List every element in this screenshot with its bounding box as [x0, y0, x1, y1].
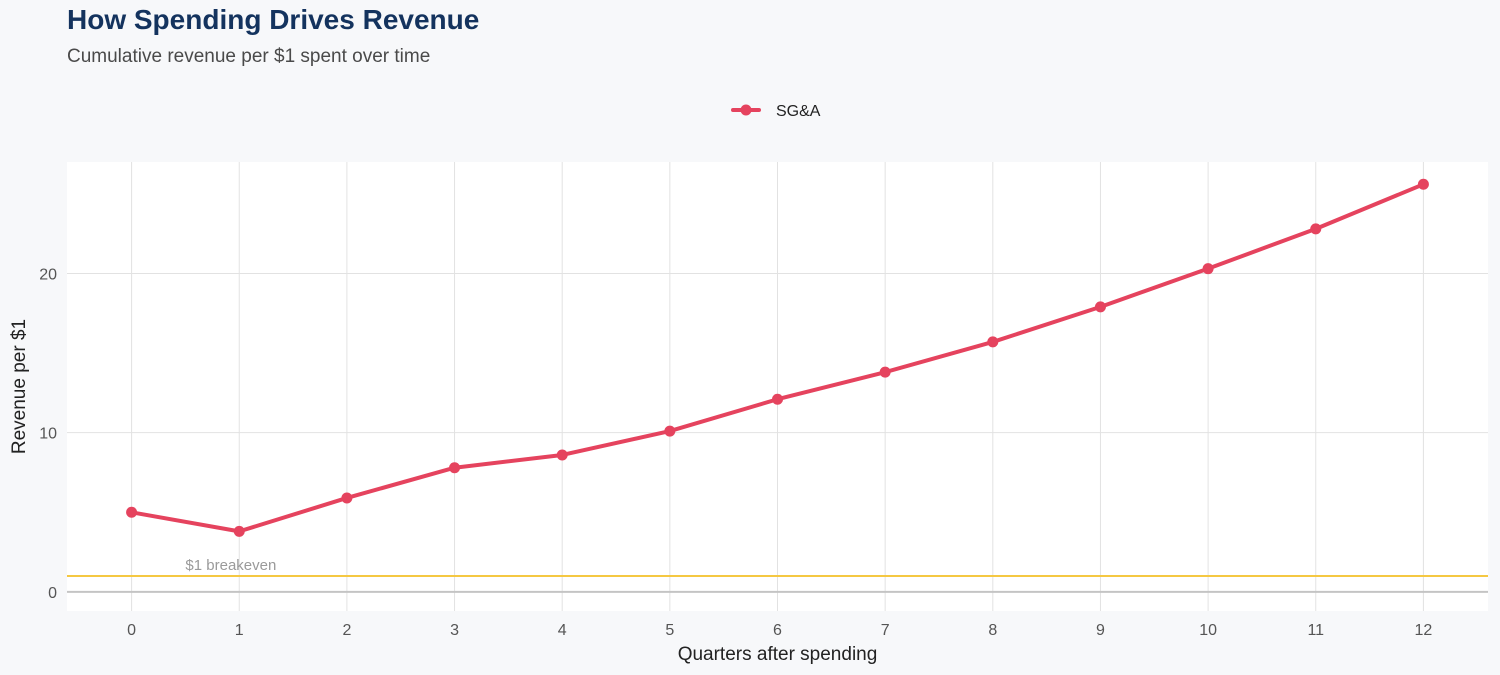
data-point: [341, 492, 353, 504]
x-tick-label: 0: [127, 622, 136, 639]
x-tick-label: 2: [342, 622, 351, 639]
x-axis: 0 1 2 3 4 5 6 7 8 9 10 11 12: [127, 622, 1432, 639]
legend: SG&A: [731, 103, 821, 120]
data-point: [1094, 301, 1106, 313]
legend-point-swatch: [740, 104, 752, 116]
y-tick-label: 0: [48, 585, 57, 602]
y-tick-label: 20: [39, 266, 57, 283]
data-point: [987, 336, 999, 348]
x-tick-label: 9: [1096, 622, 1105, 639]
x-tick-label: 5: [665, 622, 674, 639]
data-point: [772, 393, 783, 405]
y-axis-title: Revenue per $1: [9, 319, 30, 454]
breakeven-label: $1 breakeven: [185, 557, 276, 574]
x-tick-label: 1: [235, 622, 244, 639]
series-sga: [126, 178, 1429, 537]
x-tick-label: 3: [450, 622, 459, 639]
legend-label-sga: SG&A: [776, 103, 821, 120]
data-point: [664, 425, 676, 437]
breakeven-reference: $1 breakeven: [67, 557, 1488, 577]
data-point: [1417, 178, 1429, 190]
y-tick-label: 10: [39, 426, 57, 443]
chart-subtitle: Cumulative revenue per $1 spent over tim…: [67, 46, 431, 67]
data-point: [879, 366, 891, 378]
data-point: [233, 525, 245, 537]
x-axis-title: Quarters after spending: [678, 644, 878, 665]
data-point: [1202, 263, 1214, 275]
x-tick-label: 6: [773, 622, 782, 639]
data-point: [126, 506, 138, 518]
x-tick-label: 11: [1307, 622, 1324, 639]
x-tick-label: 12: [1415, 622, 1433, 639]
x-tick-label: 10: [1199, 622, 1217, 639]
x-tick-label: 4: [558, 622, 567, 639]
x-tick-label: 7: [881, 622, 890, 639]
x-tick-label: 8: [988, 622, 997, 639]
grid-lines: [67, 162, 1488, 611]
data-point: [1310, 223, 1322, 235]
data-point: [556, 449, 568, 461]
y-axis: 0 10 20: [39, 266, 57, 601]
chart-title: How Spending Drives Revenue: [67, 4, 480, 35]
data-point: [449, 462, 461, 474]
